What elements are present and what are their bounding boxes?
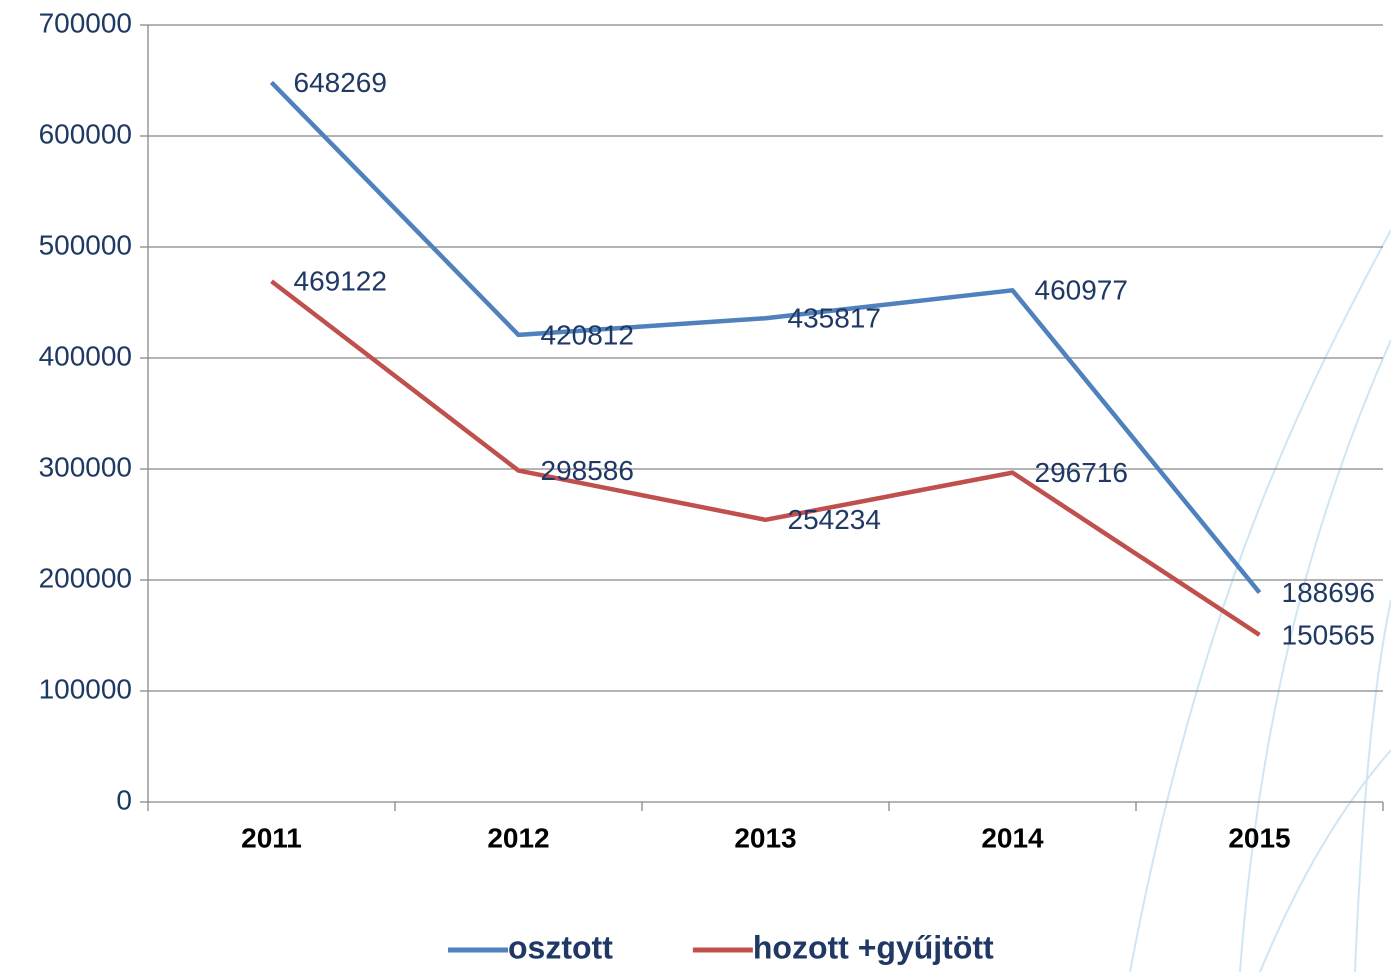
series-line (270, 279, 1261, 637)
legend-label: osztott (508, 929, 613, 965)
y-tick-label: 500000 (39, 229, 132, 260)
y-tick-label: 100000 (39, 673, 132, 704)
y-tick-label: 600000 (39, 118, 132, 149)
y-tick-label: 0 (116, 784, 132, 815)
y-tick-label: 200000 (39, 562, 132, 593)
x-tick-label: 2013 (734, 822, 796, 853)
legend-label: hozott +gyűjtött (753, 929, 994, 965)
x-tick-label: 2011 (241, 822, 302, 853)
background-decoration (1129, 229, 1391, 972)
x-tick-label: 2014 (981, 822, 1044, 853)
data-label: 188696 (1282, 577, 1375, 608)
data-label: 420812 (541, 319, 634, 350)
y-tick-label: 300000 (39, 451, 132, 482)
data-label: 460977 (1035, 275, 1128, 306)
y-tick-label: 700000 (39, 7, 132, 38)
data-label: 298586 (541, 455, 634, 486)
y-tick-label: 400000 (39, 340, 132, 371)
data-label: 469122 (294, 266, 387, 297)
data-label: 435817 (788, 303, 881, 334)
series-line (269, 80, 1262, 594)
data-label: 150565 (1282, 619, 1375, 650)
data-label: 254234 (788, 504, 881, 535)
data-label: 296716 (1035, 457, 1128, 488)
x-tick-label: 2012 (487, 822, 549, 853)
data-label: 648269 (294, 67, 387, 98)
x-tick-label: 2015 (1228, 822, 1290, 853)
